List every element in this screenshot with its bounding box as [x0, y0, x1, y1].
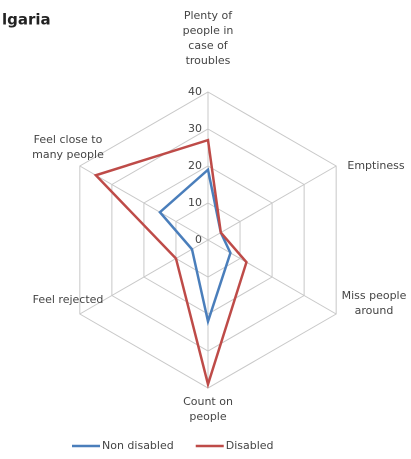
category-label: Feel close to many people [32, 133, 104, 161]
legend-label: Disabled [226, 439, 274, 452]
chart-title: lgaria [2, 11, 51, 29]
category-label: Feel rejected [32, 293, 104, 306]
spoke [207, 165, 337, 241]
r-tick-label: 40 [188, 85, 202, 98]
r-tick-label: 0 [195, 233, 202, 246]
legend-label: Non disabled [102, 439, 174, 452]
spoke [79, 239, 209, 315]
series-line [93, 138, 248, 389]
category-label: Miss people around [341, 289, 407, 317]
spoke [79, 165, 209, 241]
r-tick-label: 10 [188, 196, 202, 209]
category-label: Plenty of people in case of troubles [182, 9, 234, 67]
r-tick-label: 20 [188, 159, 202, 172]
category-label: Count on people [183, 395, 233, 423]
category-label: Emptiness [347, 159, 405, 172]
r-tick-label: 30 [188, 122, 202, 135]
